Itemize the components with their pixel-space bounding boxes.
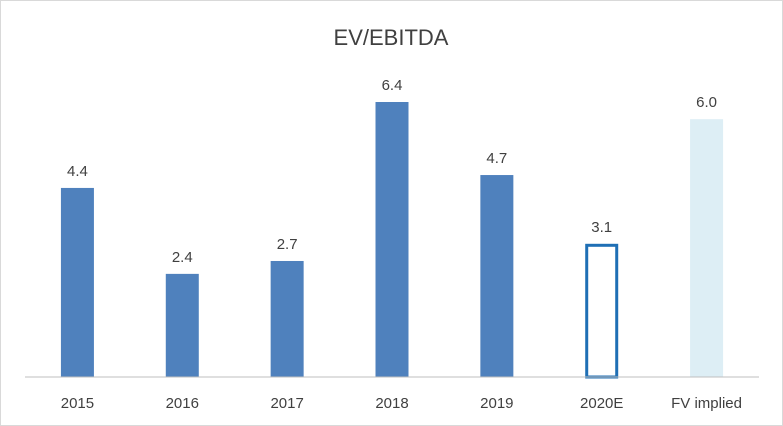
bar-2018 [375,102,409,377]
data-label-fv-implied: 6.0 [696,94,717,111]
x-tick-label-2020e: 2020E [580,395,623,412]
data-label-2015: 4.4 [67,163,88,180]
data-labels-group: 4.4 2.4 2.7 6.4 4.7 3.1 6.0 [67,77,717,266]
data-label-2019: 4.7 [486,150,507,167]
x-tick-label-2018: 2018 [375,395,408,412]
x-tick-label-2017: 2017 [270,395,303,412]
bar-2019 [480,175,514,377]
x-tick-label-2015: 2015 [61,395,94,412]
bar-2020e [585,243,619,379]
x-tick-label-2016: 2016 [166,395,199,412]
data-label-2017: 2.7 [277,236,298,253]
x-tick-label-2019: 2019 [480,395,513,412]
data-label-2016: 2.4 [172,249,193,266]
bar-2017 [270,260,304,377]
bar-fv-implied [690,119,724,377]
bars-group [60,102,724,379]
chart-title: EV/EBITDA [334,25,449,50]
x-tick-labels-group: 2015 2016 2017 2018 2019 2020E FV implied [61,395,742,412]
data-label-2020e: 3.1 [591,219,612,236]
bar-2016 [165,273,199,377]
data-label-2018: 6.4 [382,77,403,94]
bar-2015 [60,187,94,377]
x-tick-label-fv-implied: FV implied [671,395,742,412]
